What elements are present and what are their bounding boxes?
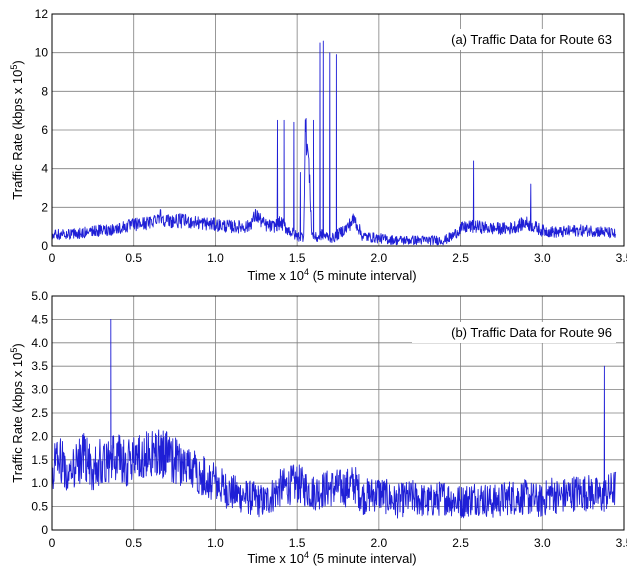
plot-frame bbox=[51, 13, 625, 247]
y-tick-label: 4 bbox=[41, 162, 48, 176]
x-tick-label: 3.0 bbox=[534, 251, 551, 265]
series-line-route-96 bbox=[51, 318, 617, 519]
y-tick-labels: 0 0.5 1.0 1.5 2.0 2.5 3.0 3.5 4.0 4.5 5.0 bbox=[31, 289, 48, 537]
x-axis-label: Time x 104 (5 minute interval) bbox=[247, 267, 416, 283]
y-tick-label: 8 bbox=[41, 84, 48, 98]
legend-label: (b) Traffic Data for Route 96 bbox=[451, 325, 612, 340]
y-tick-label: 1.5 bbox=[31, 453, 48, 467]
x-tick-label: 2.0 bbox=[371, 536, 388, 550]
y-tick-labels: 0 2 4 6 8 10 12 bbox=[35, 7, 49, 253]
y-tick-label: 3.0 bbox=[31, 383, 48, 397]
chart-panel-b: 0 0.5 1.0 1.5 2.0 2.5 3.0 3.5 4.0 4.5 5.0 0 0.5 1.0 1… bbox=[9, 289, 627, 566]
x-tick-label: 2.5 bbox=[452, 251, 469, 265]
y-tick-label: 0 bbox=[41, 239, 48, 253]
chart-panel-a: 0 2 4 6 8 10 12 0 0.5 1.0 1.5 2.0 2.5 3.0 3.5 Traffic… bbox=[9, 7, 627, 283]
x-tick-label: 0.5 bbox=[125, 536, 142, 550]
x-tick-label: 1.5 bbox=[289, 536, 306, 550]
y-tick-label: 3.5 bbox=[31, 359, 48, 373]
x-tick-labels: 0 0.5 1.0 1.5 2.0 2.5 3.0 3.5 bbox=[49, 536, 627, 550]
y-tick-label: 4.0 bbox=[31, 336, 48, 350]
y-tick-label: 2.0 bbox=[31, 429, 48, 443]
x-tick-label: 1.0 bbox=[207, 536, 224, 550]
y-tick-label: 10 bbox=[35, 46, 49, 60]
y-tick-label: 2.5 bbox=[31, 406, 48, 420]
grid-lines bbox=[52, 296, 624, 530]
y-tick-label: 4.5 bbox=[31, 312, 48, 326]
x-tick-label: 0 bbox=[49, 536, 56, 550]
x-tick-label: 0.5 bbox=[125, 251, 142, 265]
x-tick-label: 1.5 bbox=[289, 251, 306, 265]
y-axis-label: Traffic Rate (kbps x 105) bbox=[9, 60, 25, 199]
x-tick-label: 0 bbox=[49, 251, 56, 265]
x-tick-label: 2.5 bbox=[452, 536, 469, 550]
x-tick-labels: 0 0.5 1.0 1.5 2.0 2.5 3.0 3.5 bbox=[49, 251, 627, 265]
series-line-route-63 bbox=[51, 40, 617, 246]
y-tick-label: 6 bbox=[41, 123, 48, 137]
y-tick-label: 5.0 bbox=[31, 289, 48, 303]
x-tick-label: 3.0 bbox=[534, 536, 551, 550]
y-tick-label: 2 bbox=[41, 200, 48, 214]
x-tick-label: 1.0 bbox=[207, 251, 224, 265]
legend-box bbox=[412, 29, 616, 50]
x-tick-label: 3.5 bbox=[616, 536, 627, 550]
grid-lines bbox=[52, 14, 624, 246]
y-tick-label: 0.5 bbox=[31, 500, 48, 514]
x-axis-label: Time x 104 (5 minute interval) bbox=[247, 550, 416, 566]
x-tick-label: 3.5 bbox=[616, 251, 627, 265]
legend-box bbox=[412, 322, 616, 343]
plot-frame bbox=[51, 295, 625, 531]
y-tick-label: 12 bbox=[35, 7, 49, 21]
y-axis-label: Traffic Rate (kbps x 105) bbox=[9, 343, 25, 482]
y-tick-label: 0 bbox=[41, 523, 48, 537]
legend-label: (a) Traffic Data for Route 63 bbox=[451, 32, 612, 47]
x-tick-label: 2.0 bbox=[371, 251, 388, 265]
y-tick-label: 1.0 bbox=[31, 476, 48, 490]
